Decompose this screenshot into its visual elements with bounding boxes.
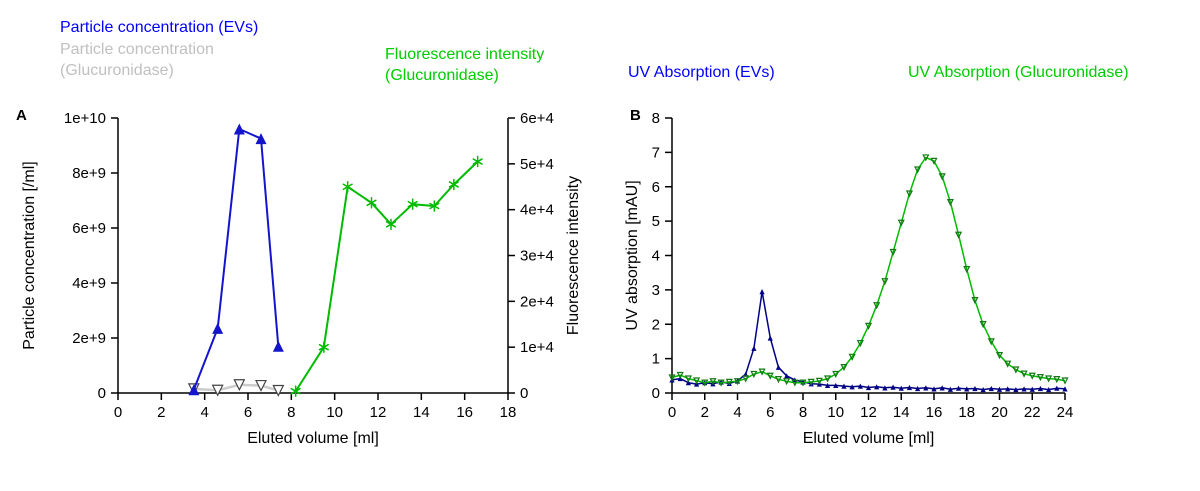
legend-fluorescence-intensity-glucuronidase: Fluorescence intensity (Glucuronidase): [385, 44, 544, 86]
legend-fluorescence-intensity-line1: Fluorescence intensity: [385, 46, 545, 63]
y-tick-label: 3: [652, 282, 660, 299]
legend-particle-concentration-evs: Particle concentration (EVs): [60, 19, 259, 36]
x-tick-label: 16: [456, 404, 473, 421]
x-tick-label: 16: [926, 404, 943, 421]
y-tick-label: 4e+9: [72, 275, 106, 292]
y-tick-label: 4: [652, 248, 660, 265]
x-tick-label: 0: [668, 404, 676, 421]
x-tick-label: 6: [244, 404, 252, 421]
legend-uv-absorption-evs: UV Absorption (EVs): [628, 64, 775, 81]
y-axis-title: UV absorption [mAU]: [624, 180, 641, 330]
series-particle-concentration-glucuronidase-: [187, 379, 285, 397]
x-tick-label: 18: [958, 404, 975, 421]
y-tick-label: 1e+10: [64, 110, 106, 127]
y-right-tick-label: 5e+4: [520, 156, 554, 173]
y-right-axis-title: Fluorescence intensity: [565, 176, 582, 335]
panel-a: Particle concentration (EVs) Particle co…: [16, 19, 582, 447]
y-tick-label: 7: [652, 144, 660, 161]
x-tick-label: 22: [1024, 404, 1041, 421]
x-tick-label: 8: [287, 404, 295, 421]
y-axis-title: Particle concentration [/ml]: [21, 161, 38, 350]
x-tick-label: 20: [991, 404, 1008, 421]
x-axis-title: Eluted volume [ml]: [803, 430, 935, 447]
series-particle-concentration-evs-: [188, 123, 284, 396]
y-right-tick-label: 6e+4: [520, 110, 554, 127]
x-tick-label: 4: [733, 404, 741, 421]
legend-particle-concentration-glucuronidase-line1: Particle concentration: [60, 41, 214, 58]
series-uv-absorption-evs-: [669, 288, 1068, 393]
panel-a-label: A: [16, 107, 27, 124]
x-tick-label: 8: [799, 404, 807, 421]
x-tick-label: 2: [157, 404, 165, 421]
series-uv-absorption-glucuronidase-: [668, 154, 1069, 387]
x-tick-label: 14: [413, 404, 430, 421]
x-tick-label: 14: [893, 404, 910, 421]
y-tick-label: 8e+9: [72, 165, 106, 182]
panel-b-label: B: [630, 107, 641, 124]
x-tick-label: 0: [114, 404, 122, 421]
y-tick-label: 5: [652, 213, 660, 230]
y-tick-label: 2e+9: [72, 330, 106, 347]
y-tick-label: 2: [652, 316, 660, 333]
x-tick-label: 12: [860, 404, 877, 421]
y-right-tick-label: 4e+4: [520, 202, 554, 219]
legend-particle-concentration-glucuronidase-line2: (Glucuronidase): [60, 62, 174, 79]
y-right-tick-label: 1e+4: [520, 339, 554, 356]
y-tick-label: 6: [652, 179, 660, 196]
panel-b: UV Absorption (EVs) UV Absorption (Glucu…: [600, 0, 1200, 491]
y-tick-label: 8: [652, 110, 660, 127]
y-tick-label: 6e+9: [72, 220, 106, 237]
x-tick-label: 18: [500, 404, 517, 421]
x-tick-label: 4: [200, 404, 208, 421]
x-tick-label: 10: [827, 404, 844, 421]
legend-fluorescence-intensity-line2: (Glucuronidase): [385, 67, 499, 84]
x-axis-title: Eluted volume [ml]: [247, 430, 379, 447]
series-fluorescence-intensity-glucuronidase-: [290, 155, 483, 397]
legend-particle-concentration-glucuronidase: Particle concentration (Glucuronidase): [60, 39, 214, 81]
y-right-tick-label: 2e+4: [520, 293, 554, 310]
y-tick-label: 0: [652, 385, 660, 402]
x-tick-label: 2: [701, 404, 709, 421]
x-tick-label: 10: [326, 404, 343, 421]
y-tick-label: 1: [652, 351, 660, 368]
legend-uv-absorption-glucuronidase: UV Absorption (Glucuronidase): [908, 64, 1129, 81]
x-tick-label: 24: [1057, 404, 1074, 421]
y-tick-label: 0: [98, 385, 106, 402]
panel-a-chart: 0 2 4 6 8 10 12 14 16 1802e+94e+96e+98e+91e+1001e…: [21, 110, 582, 447]
y-right-tick-label: 0: [520, 385, 528, 402]
x-tick-label: 12: [370, 404, 387, 421]
y-right-tick-label: 3e+4: [520, 248, 554, 265]
x-tick-label: 6: [766, 404, 774, 421]
